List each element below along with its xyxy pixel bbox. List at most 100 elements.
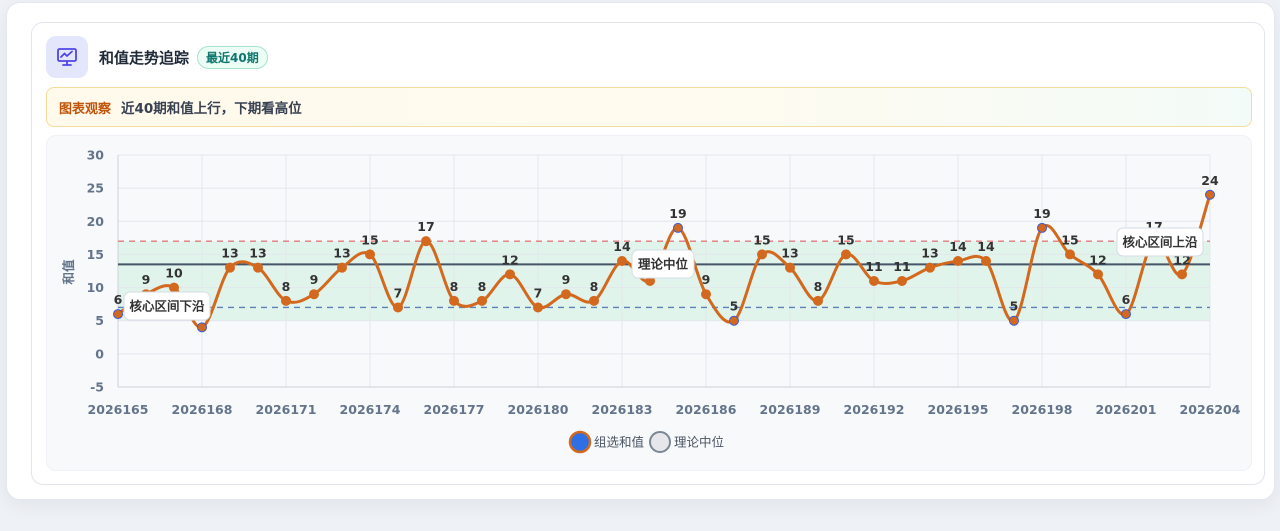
data-point: [561, 289, 571, 300]
data-label: 8: [814, 279, 823, 294]
data-point: [1177, 269, 1187, 280]
data-label: 15: [837, 232, 854, 247]
x-tick-label: 2026183: [592, 402, 653, 417]
data-label: 8: [450, 279, 459, 294]
x-tick-label: 2026186: [676, 402, 737, 417]
lower-bound-callout: 核心区间下沿: [123, 291, 211, 321]
data-point: [113, 309, 123, 320]
data-point: [449, 295, 459, 306]
upper-bound-callout-box: [1116, 227, 1204, 257]
data-label: 6: [1122, 292, 1131, 307]
data-label: 15: [753, 232, 770, 247]
median-callout: 理论中位: [631, 249, 695, 279]
data-point: [533, 302, 543, 313]
x-tick-label: 2026201: [1096, 402, 1157, 417]
y-tick-label: 10: [87, 280, 105, 295]
data-label: 24: [1201, 173, 1219, 188]
data-label: 6: [114, 292, 123, 307]
observation-label: 图表观察: [59, 101, 112, 117]
data-point: [953, 256, 963, 267]
data-point: [197, 322, 207, 333]
data-label: 9: [310, 272, 319, 287]
data-label: 19: [669, 206, 686, 221]
data-point: [617, 256, 627, 267]
data-point: [813, 295, 823, 306]
x-tick-label: 2026171: [256, 402, 317, 417]
data-point: [393, 302, 403, 313]
data-point: [281, 295, 291, 306]
x-tick-label: 2026192: [844, 402, 905, 417]
data-label: 15: [1061, 232, 1078, 247]
data-point: [225, 262, 235, 273]
x-tick-label: 2026174: [340, 402, 401, 417]
legend-series-label: 组选和值: [594, 435, 644, 450]
data-point: [869, 275, 879, 286]
chart-observation-banner: 图表观察 近40期和值上行，下期看高位: [46, 87, 1252, 127]
median-callout-box: [631, 249, 695, 279]
x-tick-label: 2026198: [1012, 402, 1073, 417]
data-point: [925, 262, 935, 273]
x-tick-label: 2026189: [760, 402, 821, 417]
lower-bound-callout-box: [123, 291, 211, 321]
x-tick-label: 2026180: [508, 402, 569, 417]
data-label: 5: [730, 299, 739, 314]
data-label: 13: [781, 246, 798, 261]
lower-bound-callout-text: 核心区间下沿: [129, 299, 205, 314]
data-point: [673, 222, 683, 233]
data-label: 14: [977, 239, 995, 254]
x-tick-label: 2026204: [1180, 402, 1241, 417]
data-point: [1009, 315, 1019, 326]
data-label: 8: [282, 279, 291, 294]
data-label: 14: [949, 239, 967, 254]
data-label: 9: [142, 272, 151, 287]
data-point: [1121, 309, 1131, 320]
data-label: 13: [921, 246, 938, 261]
data-label: 12: [501, 252, 518, 267]
data-point: [1093, 269, 1103, 280]
data-point: [337, 262, 347, 273]
data-point: [1065, 249, 1075, 260]
data-label: 8: [590, 279, 599, 294]
data-label: 9: [562, 272, 571, 287]
data-point: [477, 295, 487, 306]
data-point: [1037, 222, 1047, 233]
chart-card: 和值走势追踪 最近40期 图表观察 近40期和值上行，下期看高位 -5 0 5 10 1…: [31, 22, 1265, 485]
data-label: 7: [534, 285, 543, 300]
data-label: 14: [613, 239, 631, 254]
sum-trend-chart: -5 0 5 10 15 20 25 30 2026165 2026168 2026171 20261…: [61, 148, 1241, 454]
data-point: [365, 249, 375, 260]
data-point: [981, 256, 991, 267]
period-badge: 最近40期: [197, 45, 268, 69]
x-tick-label: 2026165: [88, 402, 149, 417]
data-label: 11: [865, 259, 882, 274]
data-point: [505, 269, 515, 280]
observation-text: 近40期和值上行，下期看高位: [121, 101, 302, 117]
data-label: 10: [165, 266, 183, 281]
data-point: [589, 295, 599, 306]
data-point: [729, 315, 739, 326]
data-point: [841, 249, 851, 260]
data-label: 11: [893, 259, 910, 274]
y-tick-label: -5: [90, 380, 104, 395]
x-tick-label: 2026177: [424, 402, 485, 417]
upper-bound-callout-text: 核心区间上沿: [1122, 235, 1198, 250]
data-point: [701, 289, 711, 300]
card-title: 和值走势追踪: [99, 48, 190, 67]
data-point: [897, 275, 907, 286]
data-label: 13: [221, 246, 238, 261]
sum-series-line: [117, 194, 1212, 329]
y-tick-label: 0: [95, 346, 104, 361]
data-point: [309, 289, 319, 300]
trend-chart-icon: [46, 36, 88, 78]
data-label: 13: [249, 246, 266, 261]
data-point: [421, 236, 431, 247]
legend-series-swatch: [568, 430, 592, 454]
legend-median-label: 理论中位: [674, 435, 724, 450]
data-label: 5: [1010, 299, 1019, 314]
data-point: [253, 262, 263, 273]
x-tick-label: 2026195: [928, 402, 989, 417]
y-tick-label: 25: [87, 181, 104, 196]
data-point: [785, 262, 795, 273]
y-tick-label: 30: [87, 148, 105, 163]
y-tick-label: 15: [87, 247, 104, 262]
